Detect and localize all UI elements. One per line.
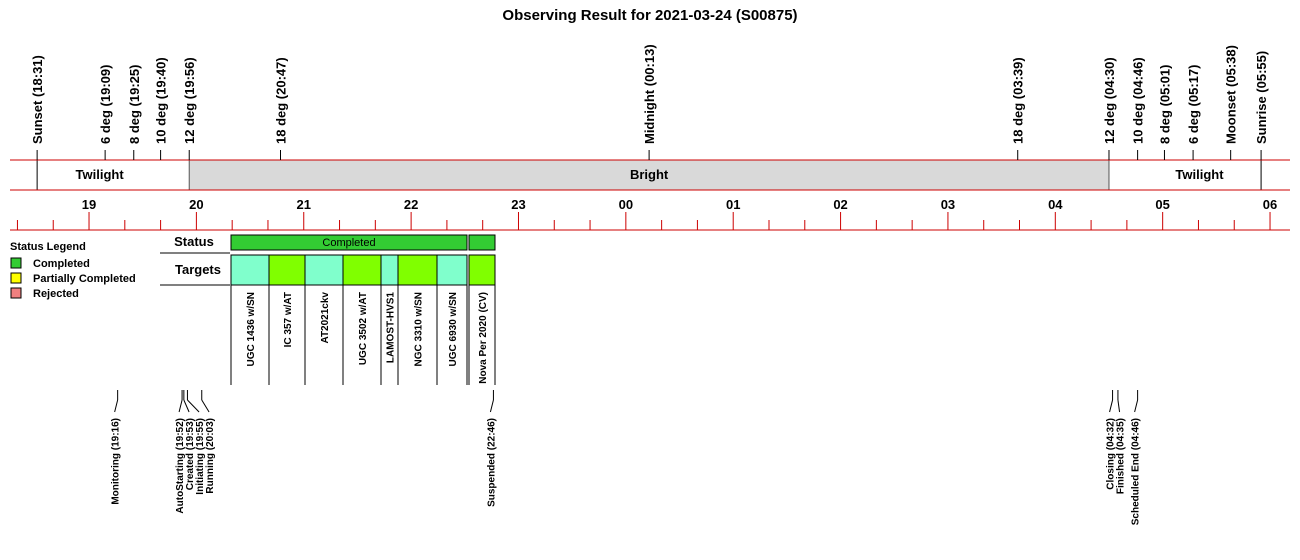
event-label: 12 deg (19:56) bbox=[182, 57, 197, 144]
x-tick-label: 06 bbox=[1263, 197, 1277, 212]
event-label: Sunset (18:31) bbox=[30, 55, 45, 144]
x-tick-label: 22 bbox=[404, 197, 418, 212]
state-label: Running (20:03) bbox=[205, 418, 216, 494]
event-label: 10 deg (19:40) bbox=[154, 57, 169, 144]
x-tick-label: 20 bbox=[189, 197, 203, 212]
x-tick-label: 03 bbox=[941, 197, 955, 212]
event-label: Midnight (00:13) bbox=[642, 44, 657, 144]
state-leader bbox=[1117, 399, 1121, 413]
state-leader bbox=[183, 399, 190, 413]
state-leader bbox=[187, 399, 200, 413]
event-label: Moonset (05:38) bbox=[1224, 45, 1239, 144]
x-tick-label: 01 bbox=[726, 197, 740, 212]
x-tick-label: 04 bbox=[1048, 197, 1063, 212]
x-tick-label: 19 bbox=[82, 197, 96, 212]
state-leader bbox=[1134, 399, 1139, 413]
event-label: 6 deg (19:09) bbox=[98, 65, 113, 144]
state-label: Initiating (19:55) bbox=[195, 418, 206, 495]
band-label: Bright bbox=[630, 167, 669, 182]
row-label: Status bbox=[174, 234, 214, 249]
legend-swatch bbox=[10, 272, 22, 284]
state-leader bbox=[114, 399, 119, 413]
state-label: Finished (04:35) bbox=[1116, 418, 1127, 494]
target-name: Nova Per 2020 (CV) bbox=[478, 292, 489, 384]
event-label: Sunrise (05:55) bbox=[1254, 51, 1269, 144]
legend-entry: Completed bbox=[33, 258, 90, 270]
chart-title: Observing Result for 2021-03-24 (S00875) bbox=[502, 7, 797, 24]
target-name: UGC 3502 w/AT bbox=[358, 292, 369, 365]
x-tick-label: 05 bbox=[1155, 197, 1169, 212]
state-label: Monitoring (19:16) bbox=[111, 418, 122, 505]
legend-entry: Rejected bbox=[33, 288, 79, 300]
event-label: 10 deg (04:46) bbox=[1131, 57, 1146, 144]
event-label: 12 deg (04:30) bbox=[1102, 57, 1117, 144]
target-name: UGC 1436 w/SN bbox=[246, 292, 257, 366]
status-bar bbox=[468, 234, 496, 251]
state-leader bbox=[1109, 399, 1114, 413]
x-tick-label: 02 bbox=[833, 197, 847, 212]
legend-entry: Partially Completed bbox=[33, 273, 136, 285]
band bbox=[189, 160, 1109, 190]
event-label: 8 deg (05:01) bbox=[1157, 65, 1172, 144]
band-label: Twilight bbox=[1175, 167, 1224, 182]
state-label: Suspended (22:46) bbox=[486, 418, 497, 507]
target-cell bbox=[397, 254, 438, 286]
status-bar bbox=[230, 234, 468, 251]
state-leader bbox=[178, 399, 183, 413]
state-label: Closing (04:32) bbox=[1106, 418, 1117, 490]
band-label: Twilight bbox=[76, 167, 125, 182]
target-cell bbox=[304, 254, 344, 286]
legend-swatch bbox=[10, 257, 22, 269]
target-cell bbox=[268, 254, 306, 286]
x-tick-label: 21 bbox=[297, 197, 311, 212]
band bbox=[10, 160, 190, 190]
target-cell bbox=[468, 254, 496, 286]
event-label: 18 deg (03:39) bbox=[1011, 57, 1026, 144]
target-name: IC 357 w/AT bbox=[283, 292, 294, 347]
state-leader bbox=[489, 399, 494, 413]
row-label: Targets bbox=[175, 262, 221, 277]
event-label: 18 deg (20:47) bbox=[273, 57, 288, 144]
event-label: 6 deg (05:17) bbox=[1186, 65, 1201, 144]
target-name: LAMOST-HVS1 bbox=[386, 292, 397, 364]
band bbox=[1108, 160, 1290, 190]
target-cell bbox=[436, 254, 468, 286]
target-name: NGC 3310 w/SN bbox=[414, 292, 425, 366]
event-label: 8 deg (19:25) bbox=[127, 65, 142, 144]
target-name: AT2021ckv bbox=[320, 292, 331, 344]
target-name: UGC 6930 w/SN bbox=[448, 292, 459, 366]
legend-title: Status Legend bbox=[10, 241, 86, 253]
target-cell bbox=[230, 254, 270, 286]
x-tick-label: 00 bbox=[619, 197, 633, 212]
state-label: AutoStarting (19:52) bbox=[175, 418, 186, 514]
status-label: Completed bbox=[322, 237, 375, 249]
state-leader bbox=[201, 399, 210, 413]
state-label: Scheduled End (04:46) bbox=[1131, 418, 1142, 525]
target-cell bbox=[342, 254, 382, 286]
legend-swatch bbox=[10, 287, 22, 299]
target-cell bbox=[380, 254, 399, 286]
x-tick-label: 23 bbox=[511, 197, 525, 212]
state-label: Created (19:53) bbox=[185, 418, 196, 490]
